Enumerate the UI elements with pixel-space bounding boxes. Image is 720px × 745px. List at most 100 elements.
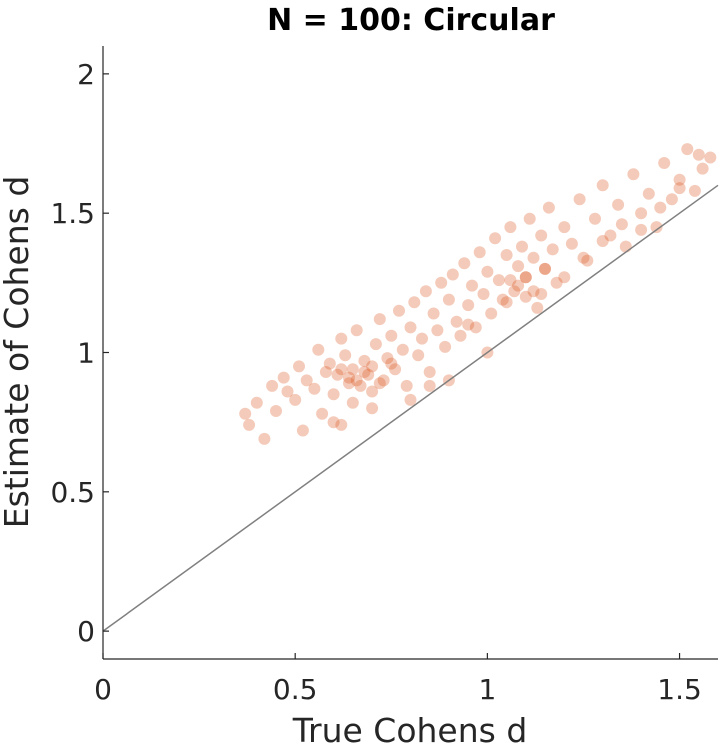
data-point — [396, 343, 409, 356]
x-axis-ticks: 0 0.5 1 1.5 — [94, 653, 702, 706]
data-point — [385, 357, 398, 370]
data-point — [500, 249, 513, 261]
data-point — [596, 235, 609, 247]
data-point — [408, 296, 421, 309]
data-point — [366, 360, 379, 373]
axes — [102, 46, 718, 660]
data-point — [558, 271, 571, 284]
data-point — [519, 271, 532, 284]
data-point — [496, 293, 509, 306]
data-point — [312, 343, 325, 356]
y-tick-label: 0.5 — [50, 476, 95, 509]
data-point — [266, 379, 279, 392]
data-point — [504, 221, 517, 234]
data-point — [481, 265, 494, 278]
data-point — [500, 296, 513, 309]
data-point — [389, 363, 402, 376]
data-point — [331, 368, 344, 381]
data-point — [346, 363, 359, 376]
data-point — [450, 315, 463, 328]
data-point — [469, 321, 482, 334]
data-point — [373, 313, 386, 326]
data-point — [696, 162, 709, 175]
data-point — [277, 371, 290, 384]
y-axis-ticks: 0 0.5 1 1.5 2 — [50, 58, 109, 648]
data-point — [542, 201, 555, 214]
data-point — [400, 379, 413, 392]
data-point — [366, 402, 379, 415]
x-axis-label: True Cohens d — [292, 711, 528, 745]
data-point — [535, 229, 548, 242]
data-point — [239, 407, 252, 420]
data-point — [416, 332, 428, 345]
data-point — [250, 396, 263, 409]
data-point — [439, 340, 452, 353]
data-point — [335, 418, 348, 431]
data-point — [596, 179, 609, 192]
data-point — [519, 271, 532, 284]
data-point — [327, 388, 340, 401]
data-point — [323, 357, 336, 370]
data-point — [489, 232, 502, 245]
data-point — [327, 416, 340, 429]
data-point — [270, 405, 282, 417]
data-point — [485, 307, 498, 320]
data-point — [577, 251, 590, 264]
x-tick-label: 0.5 — [273, 673, 318, 706]
data-point — [343, 377, 355, 390]
data-point — [423, 366, 436, 378]
data-point — [642, 187, 655, 200]
data-point — [635, 207, 648, 220]
data-point — [454, 329, 467, 342]
x-tick-label: 1.5 — [657, 673, 702, 706]
data-point — [446, 268, 459, 281]
data-point — [343, 371, 355, 384]
data-point — [558, 221, 571, 234]
data-point — [350, 324, 363, 337]
data-point — [492, 274, 505, 287]
data-point — [539, 262, 551, 275]
data-point — [258, 432, 271, 445]
data-point — [523, 212, 536, 225]
data-point — [527, 285, 540, 298]
data-point — [581, 254, 594, 267]
identity-line — [102, 184, 719, 632]
data-point — [612, 198, 625, 211]
data-point — [466, 279, 478, 292]
data-point — [589, 212, 601, 225]
data-point — [335, 332, 348, 345]
data-point — [673, 182, 686, 195]
data-point — [404, 321, 417, 334]
y-axis-label: Estimate of Cohens d — [0, 176, 36, 529]
data-point — [650, 221, 663, 234]
y-tick-label: 1 — [77, 337, 95, 370]
data-point — [458, 257, 471, 270]
data-point — [385, 329, 398, 342]
data-points — [239, 143, 717, 445]
data-point — [373, 377, 386, 390]
data-point — [243, 418, 256, 431]
data-point — [381, 352, 394, 365]
y-tick-label: 0 — [77, 615, 95, 648]
x-tick-label: 1 — [478, 673, 496, 706]
data-point — [296, 424, 309, 437]
data-point — [462, 318, 475, 331]
data-point — [316, 407, 329, 420]
data-point — [627, 168, 640, 181]
data-point — [512, 260, 525, 273]
data-point — [377, 374, 390, 387]
data-point — [550, 276, 563, 289]
data-point — [354, 379, 367, 392]
data-point — [442, 293, 455, 306]
data-point — [573, 193, 586, 206]
data-point — [531, 301, 544, 314]
data-point — [362, 368, 375, 381]
data-point — [339, 349, 352, 362]
data-point — [635, 223, 648, 236]
data-point — [692, 148, 705, 161]
data-point — [431, 324, 444, 337]
data-point — [665, 193, 678, 206]
y-tick-label: 1.5 — [50, 197, 95, 230]
data-point — [319, 366, 332, 378]
